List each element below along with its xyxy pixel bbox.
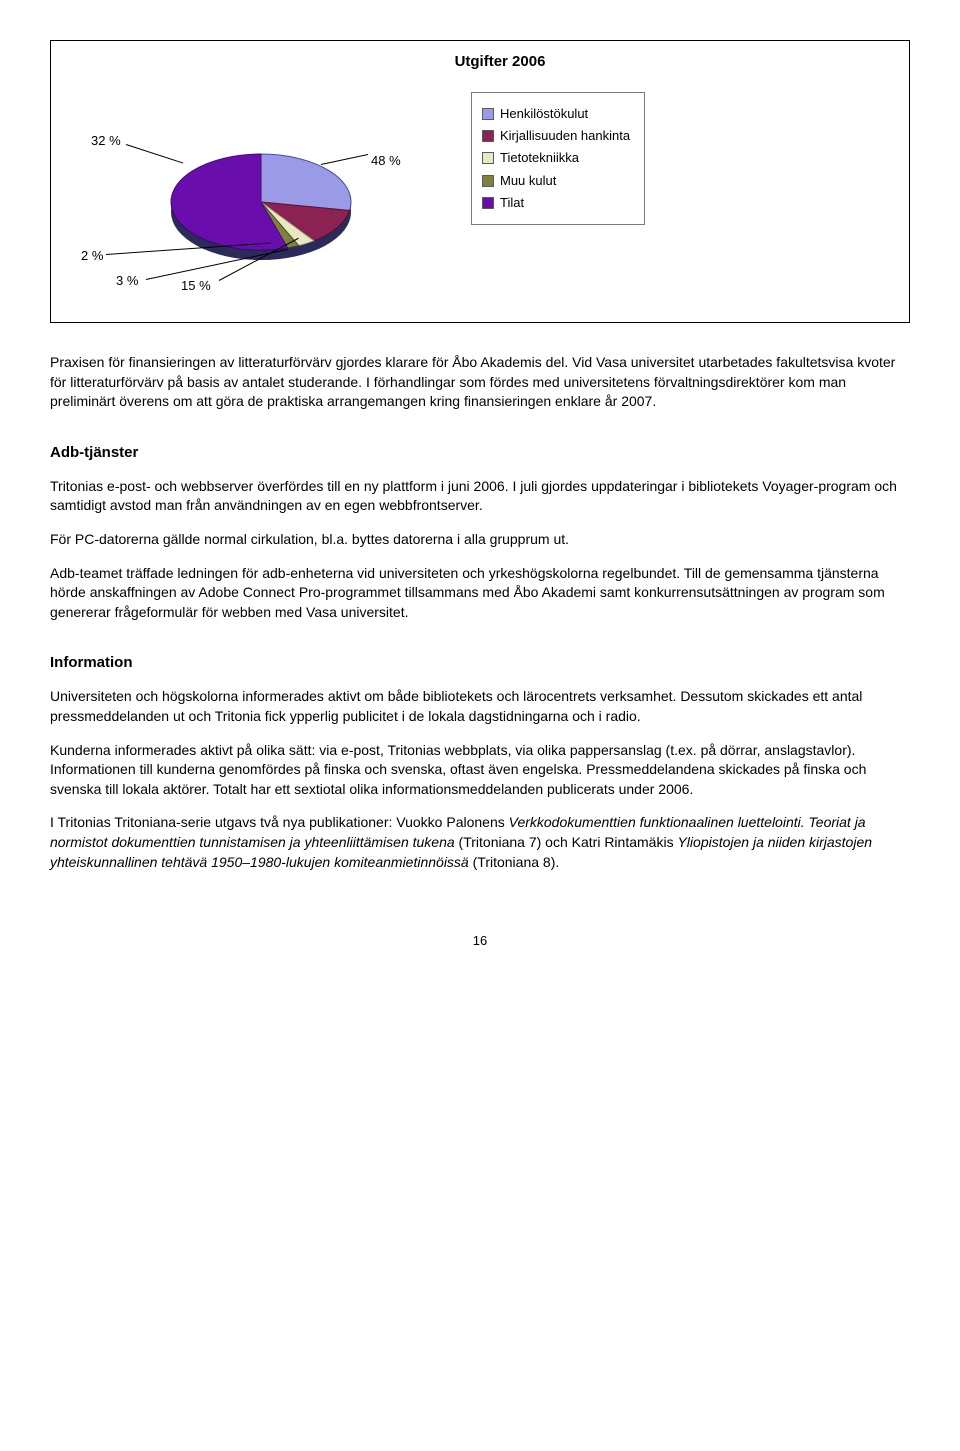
body-paragraph: Adb-teamet träffade ledningen för adb-en… xyxy=(50,564,910,623)
pie-label-henkilostokulut: 48 % xyxy=(371,152,401,170)
pie-chart: 32 % 48 % 2 % 3 % 15 % xyxy=(71,92,431,292)
body-paragraph: Praxisen för finansieringen av litteratu… xyxy=(50,353,910,412)
expenses-chart-box: Utgifter 2006 32 xyxy=(50,40,910,323)
legend-swatch-icon xyxy=(482,152,494,164)
chart-title: Utgifter 2006 xyxy=(111,51,889,72)
body-paragraph: I Tritonias Tritoniana-serie utgavs två … xyxy=(50,813,910,872)
legend-item: Henkilöstökulut xyxy=(482,105,630,123)
text-run: I Tritonias Tritoniana-serie utgavs två … xyxy=(50,814,509,830)
text-run: (Tritoniana 8). xyxy=(469,854,560,870)
legend-item: Tietotekniikka xyxy=(482,149,630,167)
legend-swatch-icon xyxy=(482,130,494,142)
legend-label: Tietotekniikka xyxy=(500,149,579,167)
body-paragraph: Tritonias e-post- och webbserver överför… xyxy=(50,477,910,516)
text-run: (Tritoniana 7) och Katri Rintamäkis xyxy=(455,834,678,850)
legend-item: Kirjallisuuden hankinta xyxy=(482,127,630,145)
pie-label-muu: 2 % xyxy=(81,247,103,265)
legend-swatch-icon xyxy=(482,197,494,209)
legend-swatch-icon xyxy=(482,108,494,120)
legend-label: Kirjallisuuden hankinta xyxy=(500,127,630,145)
legend-label: Henkilöstökulut xyxy=(500,105,588,123)
pie-label-tieto: 3 % xyxy=(116,272,138,290)
legend-swatch-icon xyxy=(482,175,494,187)
legend-item: Muu kulut xyxy=(482,172,630,190)
pie-label-kirja: 15 % xyxy=(181,277,211,295)
body-paragraph: Universiteten och högskolorna informerad… xyxy=(50,687,910,726)
section-heading-adb: Adb-tjänster xyxy=(50,442,910,463)
chart-legend: Henkilöstökulut Kirjallisuuden hankinta … xyxy=(471,92,645,225)
legend-label: Tilat xyxy=(500,194,524,212)
legend-label: Muu kulut xyxy=(500,172,556,190)
chart-body: 32 % 48 % 2 % 3 % 15 % Henkilöstökulut K… xyxy=(71,92,889,292)
page-number: 16 xyxy=(50,932,910,950)
body-paragraph: Kunderna informerades aktivt på olika sä… xyxy=(50,741,910,800)
body-paragraph: För PC-datorerna gällde normal cirkulati… xyxy=(50,530,910,550)
legend-item: Tilat xyxy=(482,194,630,212)
pie-label-tilat: 32 % xyxy=(91,132,121,150)
section-heading-info: Information xyxy=(50,652,910,673)
